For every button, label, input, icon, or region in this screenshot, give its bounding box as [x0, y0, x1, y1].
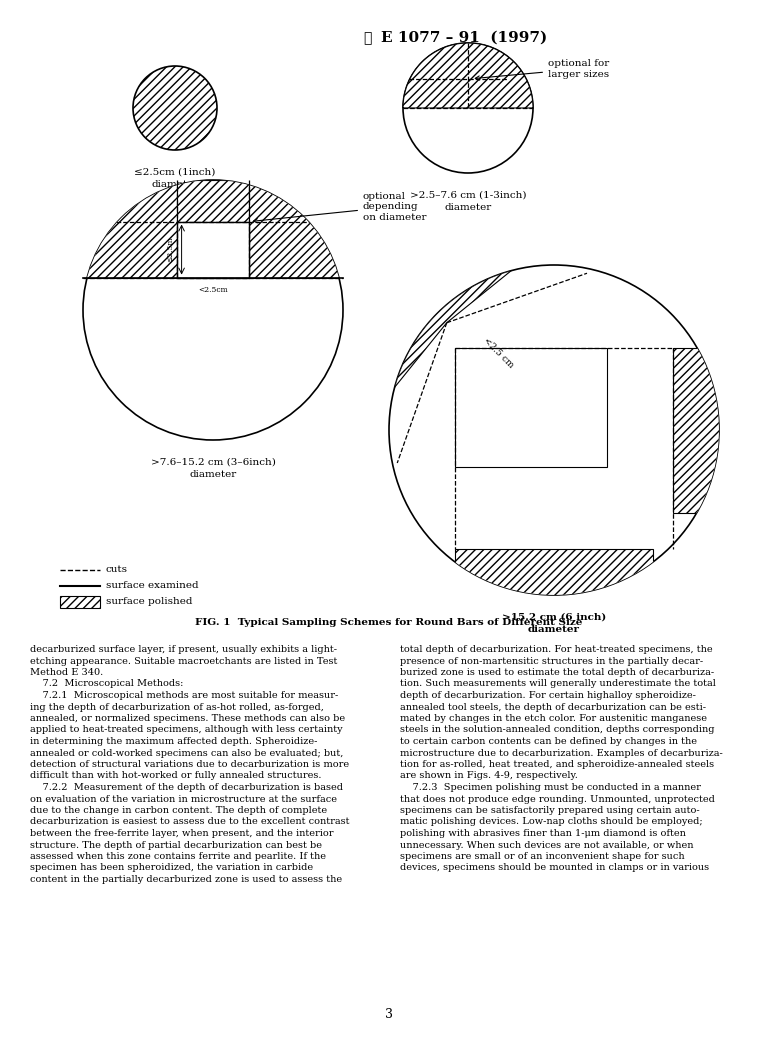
Text: >2.5–7.6 cm (1-3inch)
diameter: >2.5–7.6 cm (1-3inch) diameter	[410, 191, 526, 211]
Text: in determining the maximum affected depth. Spheroidize-: in determining the maximum affected dept…	[30, 737, 317, 746]
Circle shape	[389, 265, 719, 595]
Text: ≤2.5cm (1inch)
diameter: ≤2.5cm (1inch) diameter	[135, 168, 216, 188]
Text: depth of decarburization. For certain highalloy spheroidize-: depth of decarburization. For certain hi…	[400, 691, 696, 700]
Text: that does not produce edge rounding. Unmounted, unprotected: that does not produce edge rounding. Unm…	[400, 794, 715, 804]
Text: specimen has been spheroidized, the variation in carbide: specimen has been spheroidized, the vari…	[30, 863, 313, 872]
Polygon shape	[250, 180, 343, 278]
Text: optional
depending
on diameter: optional depending on diameter	[254, 192, 426, 223]
Text: annealed tool steels, the depth of decarburization can be esti-: annealed tool steels, the depth of decar…	[400, 703, 706, 711]
Circle shape	[83, 180, 343, 440]
Polygon shape	[673, 348, 719, 512]
Text: etching appearance. Suitable macroetchants are listed in Test: etching appearance. Suitable macroetchan…	[30, 657, 338, 665]
Text: annealed, or normalized specimens. These methods can also be: annealed, or normalized specimens. These…	[30, 714, 345, 723]
Bar	[455, 348, 607, 466]
Text: structure. The depth of partial decarburization can best be: structure. The depth of partial decarbur…	[30, 840, 322, 849]
Circle shape	[389, 265, 719, 595]
Polygon shape	[83, 180, 177, 278]
Text: ≤2.5m: ≤2.5m	[166, 236, 174, 262]
Text: difficult than with hot-worked or fully annealed structures.: difficult than with hot-worked or fully …	[30, 771, 321, 781]
Text: tion for as-rolled, heat treated, and spheroidize-annealed steels: tion for as-rolled, heat treated, and sp…	[400, 760, 714, 769]
Text: 3: 3	[385, 1009, 393, 1021]
Text: Ⓘ: Ⓘ	[363, 31, 371, 45]
Text: decarburization is easiest to assess due to the excellent contrast: decarburization is easiest to assess due…	[30, 817, 349, 827]
Text: assessed when this zone contains ferrite and pearlite. If the: assessed when this zone contains ferrite…	[30, 852, 326, 861]
Text: presence of non-martensitic structures in the partially decar-: presence of non-martensitic structures i…	[400, 657, 703, 665]
Circle shape	[389, 265, 719, 595]
Polygon shape	[177, 180, 250, 222]
Polygon shape	[394, 271, 511, 387]
Text: content in the partially decarburized zone is used to assess the: content in the partially decarburized zo…	[30, 875, 342, 884]
Text: cuts: cuts	[106, 565, 128, 575]
Text: surface polished: surface polished	[106, 598, 192, 607]
Circle shape	[133, 66, 217, 150]
Text: to certain carbon contents can be defined by changes in the: to certain carbon contents can be define…	[400, 737, 697, 746]
Text: on evaluation of the variation in microstructure at the surface: on evaluation of the variation in micros…	[30, 794, 337, 804]
Text: detection of structural variations due to decarburization is more: detection of structural variations due t…	[30, 760, 349, 769]
Text: matic polishing devices. Low-nap cloths should be employed;: matic polishing devices. Low-nap cloths …	[400, 817, 703, 827]
Text: <2.5 cm: <2.5 cm	[482, 335, 515, 370]
Text: mated by changes in the etch color. For austenitic manganese: mated by changes in the etch color. For …	[400, 714, 707, 723]
Text: 7.2.2  Measurement of the depth of decarburization is based: 7.2.2 Measurement of the depth of decarb…	[30, 783, 343, 792]
Text: FIG. 1  Typical Sampling Schemes for Round Bars of Different Size: FIG. 1 Typical Sampling Schemes for Roun…	[195, 618, 583, 627]
Bar	[60, 596, 100, 608]
Circle shape	[403, 43, 533, 173]
Circle shape	[83, 180, 343, 440]
Text: optional for
larger sizes: optional for larger sizes	[475, 59, 609, 80]
Circle shape	[83, 180, 343, 440]
Text: microstructure due to decarburization. Examples of decarburiza-: microstructure due to decarburization. E…	[400, 748, 723, 758]
Text: <2.5cm: <2.5cm	[198, 285, 228, 294]
Bar	[177, 222, 250, 278]
Polygon shape	[403, 43, 533, 108]
Text: polishing with abrasives finer than 1-μm diamond is often: polishing with abrasives finer than 1-μm…	[400, 829, 686, 838]
Text: unnecessary. When such devices are not available, or when: unnecessary. When such devices are not a…	[400, 840, 693, 849]
Text: total depth of decarburization. For heat-treated specimens, the: total depth of decarburization. For heat…	[400, 645, 713, 654]
Circle shape	[83, 180, 343, 440]
Text: due to the change in carbon content. The depth of complete: due to the change in carbon content. The…	[30, 806, 327, 815]
Text: surface examined: surface examined	[106, 582, 198, 590]
Text: ing the depth of decarburization of as-hot rolled, as-forged,: ing the depth of decarburization of as-h…	[30, 703, 324, 711]
Text: steels in the solution-annealed condition, depths corresponding: steels in the solution-annealed conditio…	[400, 726, 714, 735]
Text: Method E 340.: Method E 340.	[30, 668, 103, 677]
Text: >15.2 cm (6 inch)
diameter: >15.2 cm (6 inch) diameter	[502, 613, 606, 634]
Text: 7.2.1  Microscopical methods are most suitable for measur-: 7.2.1 Microscopical methods are most sui…	[30, 691, 338, 700]
Text: >7.6–15.2 cm (3–6inch)
diameter: >7.6–15.2 cm (3–6inch) diameter	[151, 458, 275, 479]
Text: are shown in Figs. 4-9, respectively.: are shown in Figs. 4-9, respectively.	[400, 771, 578, 781]
Text: E 1077 – 91  (1997): E 1077 – 91 (1997)	[381, 31, 547, 45]
Text: applied to heat-treated specimens, although with less certainty: applied to heat-treated specimens, altho…	[30, 726, 342, 735]
Text: between the free-ferrite layer, when present, and the interior: between the free-ferrite layer, when pre…	[30, 829, 334, 838]
Text: 7.2  Microscopical Methods:: 7.2 Microscopical Methods:	[30, 680, 184, 688]
Polygon shape	[455, 549, 653, 595]
Text: burized zone is used to estimate the total depth of decarburiza-: burized zone is used to estimate the tot…	[400, 668, 714, 677]
Text: decarburized surface layer, if present, usually exhibits a light-: decarburized surface layer, if present, …	[30, 645, 337, 654]
Text: tion. Such measurements will generally underestimate the total: tion. Such measurements will generally u…	[400, 680, 716, 688]
Text: annealed or cold-worked specimens can also be evaluated; but,: annealed or cold-worked specimens can al…	[30, 748, 343, 758]
Text: specimens are small or of an inconvenient shape for such: specimens are small or of an inconvenien…	[400, 852, 685, 861]
Text: specimens can be satisfactorily prepared using certain auto-: specimens can be satisfactorily prepared…	[400, 806, 699, 815]
Text: 7.2.3  Specimen polishing must be conducted in a manner: 7.2.3 Specimen polishing must be conduct…	[400, 783, 701, 792]
Text: devices, specimens should be mounted in clamps or in various: devices, specimens should be mounted in …	[400, 863, 709, 872]
